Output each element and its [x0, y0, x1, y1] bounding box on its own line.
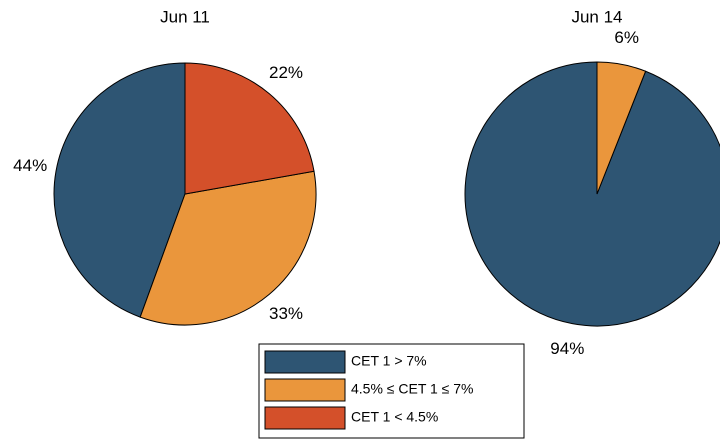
legend-swatch: [264, 350, 346, 374]
pie-slice: [464, 61, 720, 327]
pie-slice: [53, 62, 186, 318]
chart-title: Jun 11: [160, 7, 210, 26]
legend-label: CET 1 > 7%: [351, 353, 427, 369]
legend-label: 4.5% ≤ CET 1 ≤ 7%: [351, 381, 474, 397]
legend-swatch: [264, 406, 346, 430]
pie-slice: [184, 62, 315, 195]
legend: CET 1 > 7% 4.5% ≤ CET 1 ≤ 7% CET 1 < 4.5%: [264, 350, 474, 430]
pie-slice: [596, 61, 647, 195]
data-label: 44%: [13, 156, 47, 175]
pie-slice: [139, 170, 317, 326]
data-label: 94%: [550, 339, 584, 358]
data-label: 33%: [269, 304, 303, 323]
chart-title: Jun 14: [571, 7, 622, 26]
legend-swatch: [264, 378, 346, 402]
data-label: 22%: [269, 63, 303, 82]
legend-label: CET 1 < 4.5%: [351, 409, 438, 425]
data-label: 6%: [614, 28, 639, 47]
